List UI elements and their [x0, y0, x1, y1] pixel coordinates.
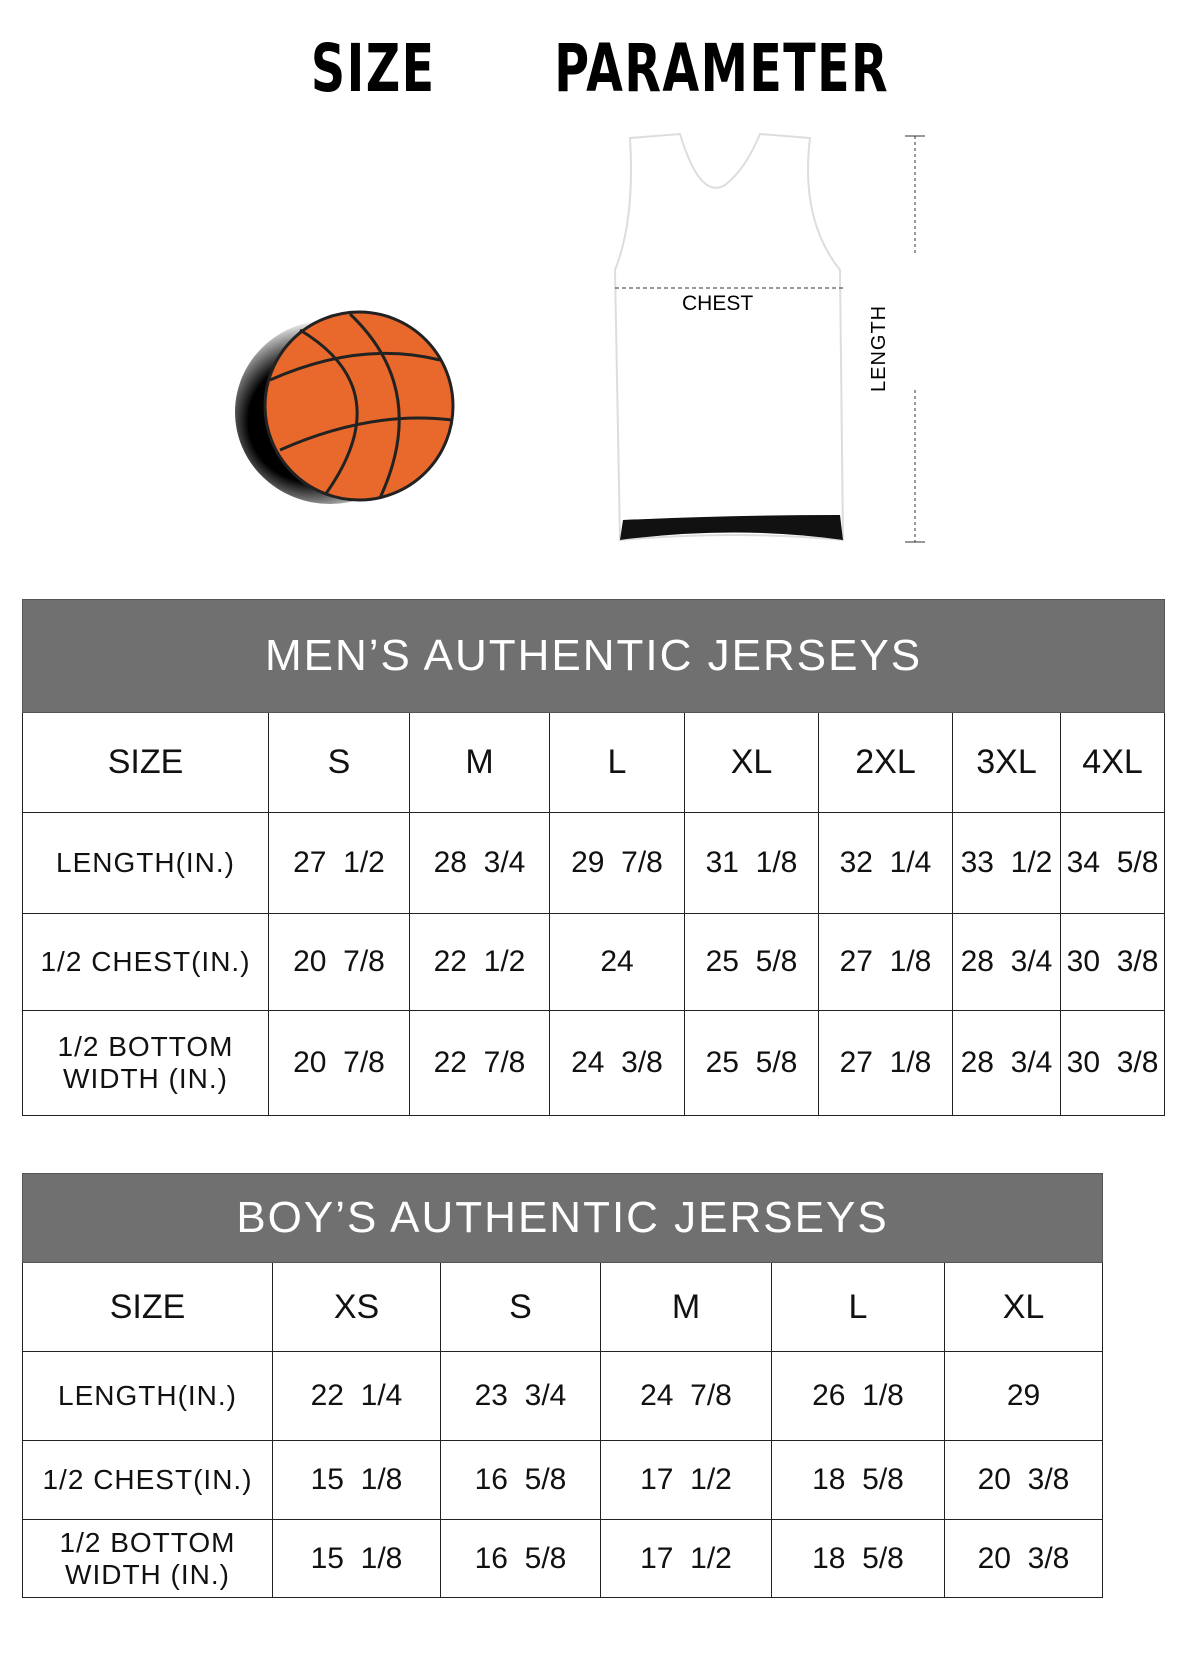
value-cell: 26 1/8: [771, 1351, 945, 1441]
value-cell: 30 3/8: [1059, 913, 1166, 1011]
table-row: 1/2 BOTTOM WIDTH (IN.) 15 1/8 16 5/8 17 1/2…: [22, 1519, 1104, 1598]
jersey-diagram: [613, 132, 925, 543]
row-label: 1/2 BOTTOM WIDTH (IN.): [22, 1010, 269, 1116]
row-label: LENGTH(IN.): [22, 1351, 273, 1441]
value-cell: 28 3/4: [409, 812, 550, 914]
size-cell: 2XL: [818, 712, 953, 813]
value-cell: 23 3/4: [440, 1351, 601, 1441]
value-cell: 20 3/8: [943, 1440, 1104, 1520]
value-cell: 27 1/2: [268, 812, 410, 914]
row-label: LENGTH(IN.): [22, 812, 269, 914]
value-cell: 29: [943, 1351, 1104, 1441]
value-cell: 17 1/2: [600, 1519, 772, 1598]
value-cell: 28 3/4: [952, 913, 1061, 1011]
value-cell: 20 7/8: [268, 913, 410, 1011]
basketball-icon: [235, 310, 455, 504]
size-cell: 3XL: [952, 712, 1061, 813]
row-label: 1/2 CHEST(IN.): [22, 1440, 273, 1520]
size-cell: S: [440, 1262, 601, 1352]
boys-size-table: BOY’S AUTHENTIC JERSEYS SIZE XS S M L XL LEN…: [21, 1173, 1104, 1598]
boys-rows: LENGTH(IN.) 22 1/4 23 3/4 24 7/8 26 1/8 29 1/2…: [22, 1351, 1104, 1598]
value-cell: 17 1/2: [600, 1440, 772, 1520]
value-cell: 28 3/4: [952, 1010, 1061, 1116]
value-cell: 25 5/8: [684, 913, 819, 1011]
value-cell: 18 5/8: [771, 1519, 945, 1598]
value-cell: 15 1/8: [272, 1440, 441, 1520]
value-cell: 25 5/8: [684, 1010, 819, 1116]
size-label: SIZE: [22, 712, 269, 813]
value-cell: 20 3/8: [943, 1519, 1104, 1598]
value-cell: 32 1/4: [818, 812, 953, 914]
size-cell: M: [600, 1262, 772, 1352]
table-row: LENGTH(IN.) 22 1/4 23 3/4 24 7/8 26 1/8 29: [22, 1351, 1104, 1441]
value-cell: 22 1/2: [409, 913, 550, 1011]
value-cell: 27 1/8: [818, 1010, 953, 1116]
size-label: SIZE: [22, 1262, 273, 1352]
size-cell: XS: [272, 1262, 441, 1352]
table-row: 1/2 CHEST(IN.) 20 7/8 22 1/2 24 25 5/8 27 1/8…: [22, 913, 1166, 1011]
value-cell: 27 1/8: [818, 913, 953, 1011]
value-cell: 18 5/8: [771, 1440, 945, 1520]
value-cell: 16 5/8: [440, 1519, 601, 1598]
length-label: LENGTH: [868, 304, 890, 392]
mens-size-table: MEN’S AUTHENTIC JERSEYS SIZE S M L XL 2XL 3XL…: [21, 599, 1166, 1116]
size-cell: XL: [943, 1262, 1104, 1352]
table-row: LENGTH(IN.) 27 1/2 28 3/4 29 7/8 31 1/8 32 1/…: [22, 812, 1166, 914]
value-cell: 24 7/8: [600, 1351, 772, 1441]
table-row: 1/2 CHEST(IN.) 15 1/8 16 5/8 17 1/2 18 5/8 20…: [22, 1440, 1104, 1520]
value-cell: 24: [549, 913, 685, 1011]
size-cell: L: [771, 1262, 945, 1352]
mens-heading: MEN’S AUTHENTIC JERSEYS: [21, 599, 1166, 713]
value-cell: 22 1/4: [272, 1351, 441, 1441]
page-title: SIZE PARAMETER: [310, 30, 890, 107]
size-cell: XL: [684, 712, 819, 813]
value-cell: 24 3/8: [549, 1010, 685, 1116]
value-cell: 33 1/2: [952, 812, 1061, 914]
mens-rows: LENGTH(IN.) 27 1/2 28 3/4 29 7/8 31 1/8 32 1/…: [22, 812, 1166, 1116]
size-cell: L: [549, 712, 685, 813]
row-label: 1/2 BOTTOM WIDTH (IN.): [22, 1519, 273, 1598]
value-cell: 15 1/8: [272, 1519, 441, 1598]
value-cell: 16 5/8: [440, 1440, 601, 1520]
value-cell: 34 5/8: [1059, 812, 1166, 914]
value-cell: 31 1/8: [684, 812, 819, 914]
value-cell: 30 3/8: [1059, 1010, 1166, 1116]
table-row: 1/2 BOTTOM WIDTH (IN.) 20 7/8 22 7/8 24 3/8…: [22, 1010, 1166, 1116]
chest-label: CHEST: [680, 292, 756, 316]
size-cell: S: [268, 712, 410, 813]
size-cell: 4XL: [1059, 712, 1166, 813]
value-cell: 29 7/8: [549, 812, 685, 914]
value-cell: 20 7/8: [268, 1010, 410, 1116]
size-cell: M: [409, 712, 550, 813]
row-label: 1/2 CHEST(IN.): [22, 913, 269, 1011]
value-cell: 22 7/8: [409, 1010, 550, 1116]
boys-heading: BOY’S AUTHENTIC JERSEYS: [21, 1173, 1104, 1263]
